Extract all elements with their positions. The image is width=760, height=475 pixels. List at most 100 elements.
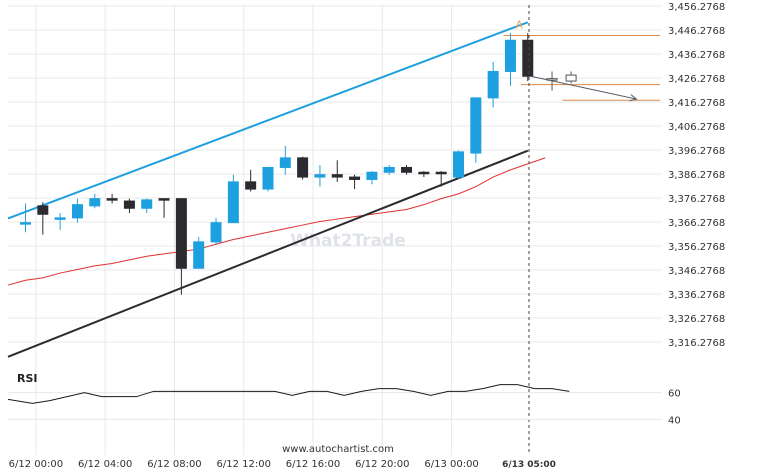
candlesticks [20,33,534,295]
candle [175,198,187,295]
candle [383,165,395,175]
rsi-tick-label: 60 [668,389,681,400]
price-tick-label: 3,326.2768 [668,314,725,325]
candle [401,165,413,175]
current-time-label: 6/13 05:00 [502,460,556,470]
candle-body [279,157,291,168]
candle-body [227,181,239,224]
candle [193,237,205,269]
watermark: What2Trade [290,231,406,251]
price-tick-label: 3,366.2768 [668,218,725,229]
price-tick-label: 3,456.2768 [668,2,725,13]
candle-body [383,166,395,173]
pattern-marker-label: A [515,18,523,31]
candle [210,217,222,245]
candle [141,198,153,214]
candle [470,97,482,163]
price-tick-label: 3,336.2768 [668,290,725,301]
candle-body [349,176,361,180]
candle-body [453,151,464,178]
candle [366,171,378,185]
forecast-group [530,71,638,102]
time-tick-label: 6/12 08:00 [147,459,201,470]
price-tick-label: 3,346.2768 [668,266,725,277]
forecast-line [530,75,637,100]
candle [54,213,66,230]
candle-body [565,74,577,82]
candle [504,33,516,86]
time-axis: 6/12 00:00 6/12 04:00 6/12 08:00 6/12 12:00… [9,459,556,470]
candle-body [54,217,66,220]
time-tick-label: 6/12 04:00 [78,459,132,470]
candle [314,165,326,187]
candle-body [418,171,430,175]
candle-body [487,70,499,99]
candle [349,174,361,190]
price-tick-label: 3,446.2768 [668,26,725,37]
moving-average-line [7,157,546,286]
price-tick-label: 3,386.2768 [668,170,725,181]
upper-channel-line [7,21,529,220]
source-label: www.autochartist.com [282,444,394,455]
price-tick-label: 3,376.2768 [668,194,725,205]
time-tick-label: 6/12 12:00 [217,459,271,470]
price-tick-label: 3,406.2768 [668,122,725,133]
candle [106,193,118,204]
candle [37,202,49,235]
candle-body [401,166,413,173]
rsi-panel: 60 40 [7,384,681,426]
rsi-line [7,384,570,404]
candle [262,166,274,192]
candle-body [37,205,49,215]
candle [435,171,447,187]
price-tick-label: 3,316.2768 [668,338,725,349]
candle-body [297,157,309,178]
rsi-title: RSI [17,372,38,385]
candle-body [89,198,101,207]
candle-body [504,39,516,72]
candle-body [141,199,153,209]
candle-body [435,171,447,175]
candle [331,160,343,182]
candle-body [106,198,118,201]
price-tick-label: 3,396.2768 [668,146,725,157]
candle-body [210,222,222,243]
time-tick-label: 6/13 00:00 [424,459,478,470]
moving-average-path [7,157,546,286]
candle-body [522,39,534,77]
candle [123,198,135,214]
forecast-arrowhead [629,94,638,102]
rsi-tick-label: 40 [668,415,681,426]
candle-body [245,181,257,190]
candle [279,145,291,175]
candle [522,33,534,82]
forecast-candle [565,71,577,84]
candle-body [470,97,482,154]
candle-body [262,166,274,190]
candle [297,156,309,180]
price-tick-label: 3,436.2768 [668,50,725,61]
time-tick-label: 6/12 20:00 [355,459,409,470]
candle [245,169,257,192]
price-axis: 3,456.2768 3,446.2768 3,436.2768 3,426.2768… [668,2,725,349]
candle [158,198,170,218]
time-tick-label: 6/12 00:00 [9,459,63,470]
level-lines [503,34,660,101]
candle-body [193,241,205,269]
candle-body [71,204,83,219]
price-tick-label: 3,356.2768 [668,242,725,253]
candle-body [314,174,326,178]
grid-lines [8,5,662,455]
candle [418,171,430,178]
candle-body [331,174,343,178]
candle [453,150,464,180]
price-tick-label: 3,426.2768 [668,74,725,85]
candle [487,61,499,108]
candle-body [123,200,135,209]
price-tick-label: 3,416.2768 [668,98,725,109]
candle-body [20,222,31,225]
candle [71,198,83,223]
time-tick-label: 6/12 16:00 [286,459,340,470]
candle [20,203,31,233]
candle-body [366,171,378,180]
